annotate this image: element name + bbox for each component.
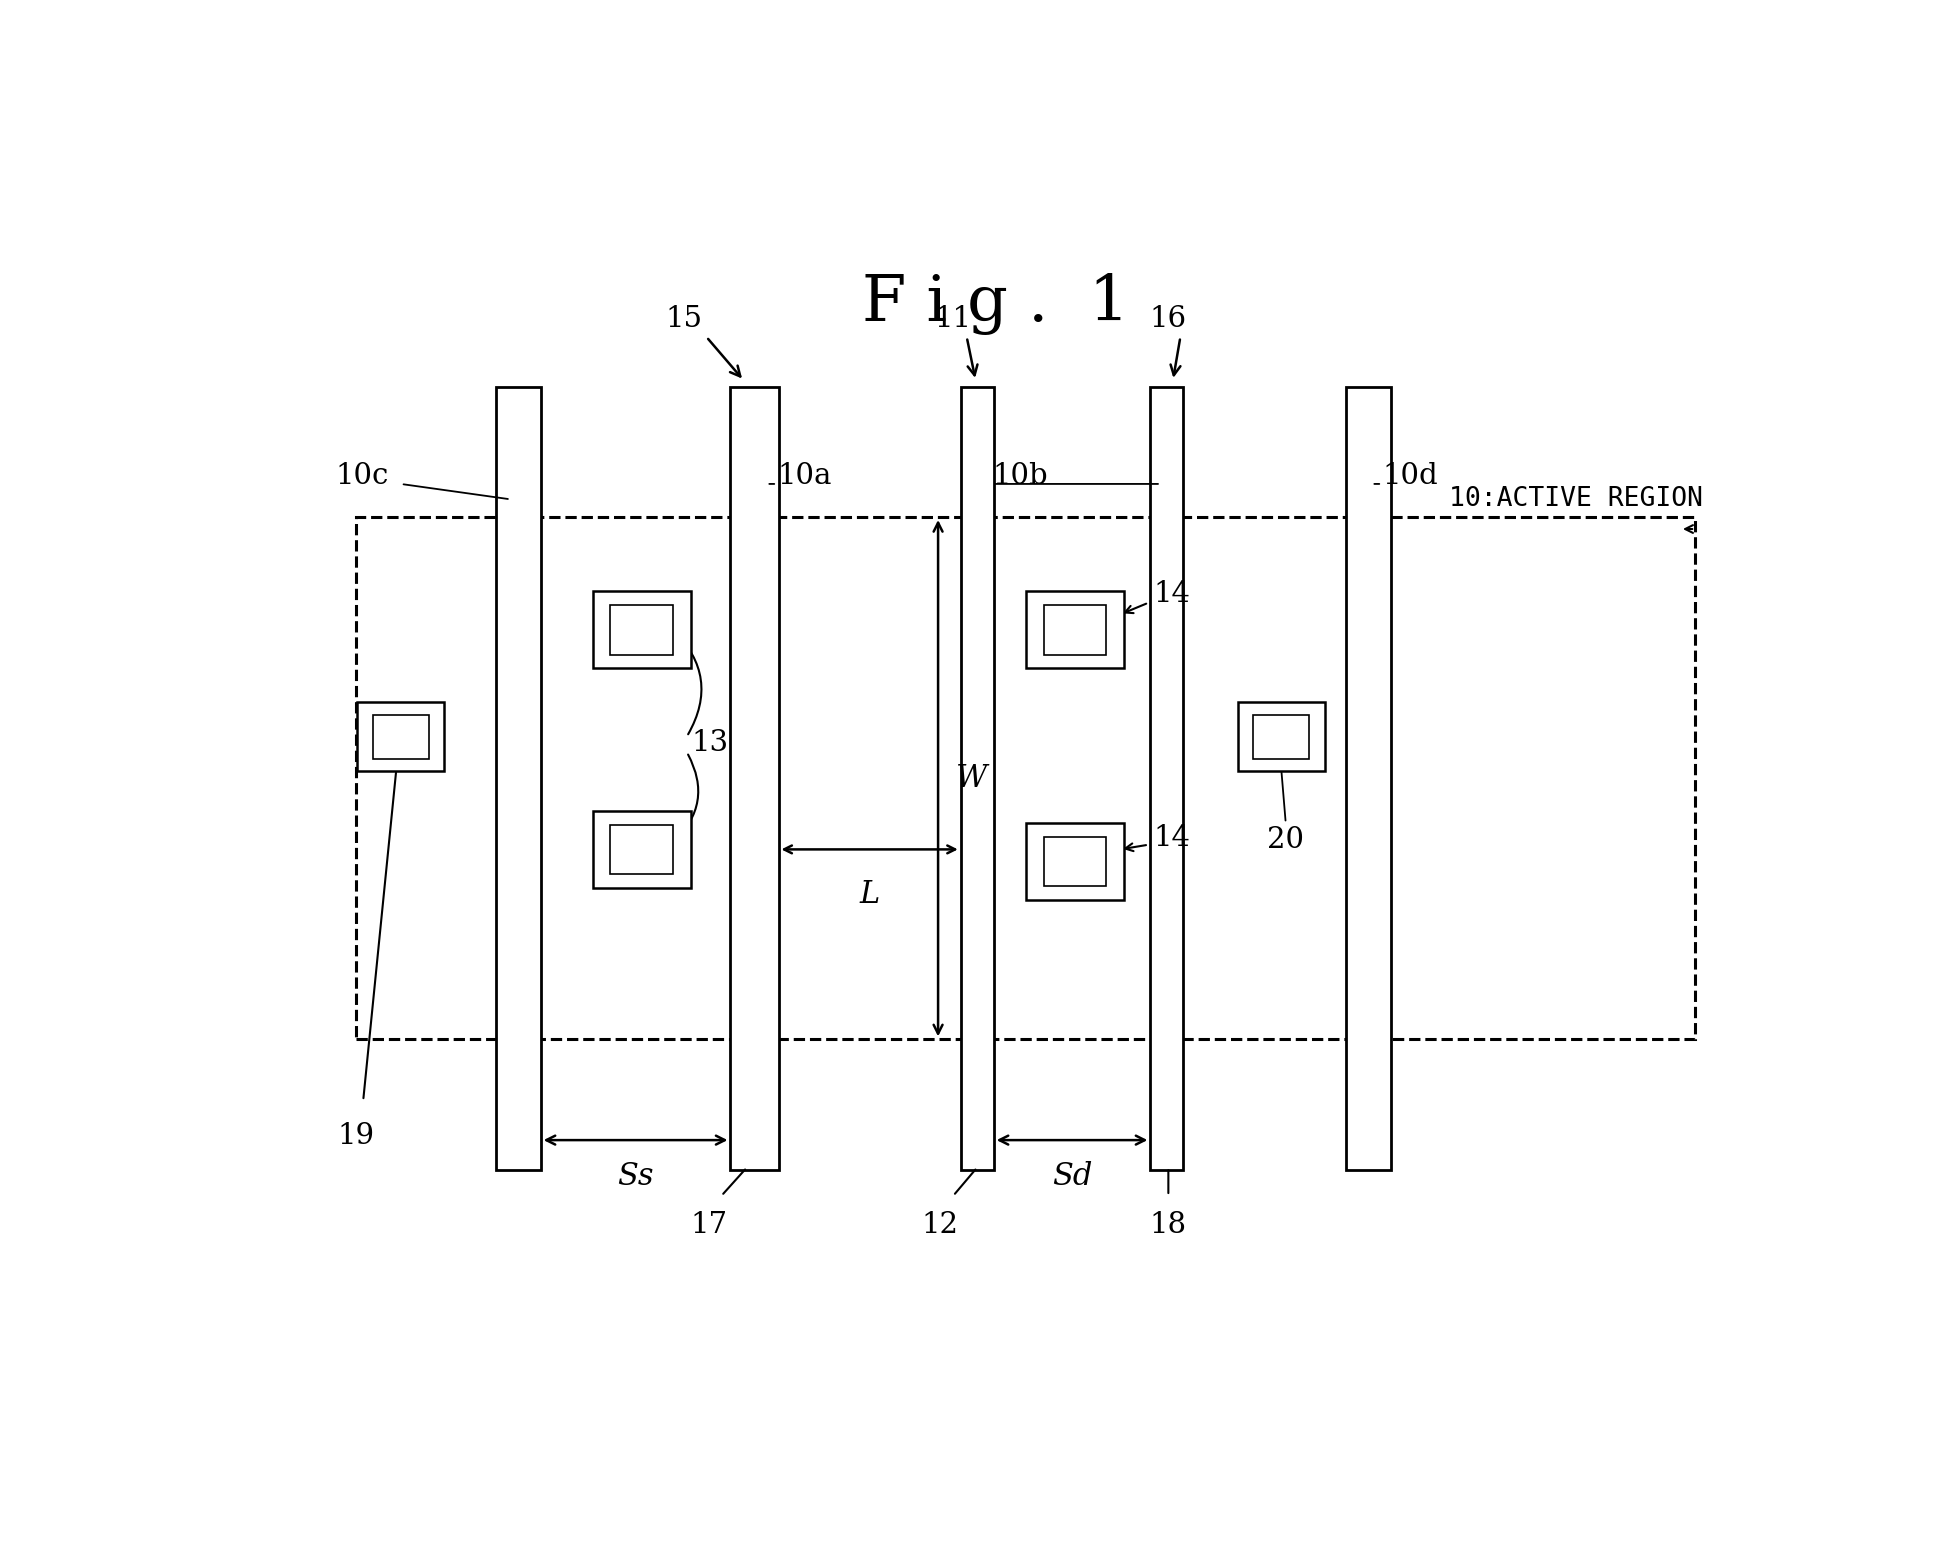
Text: W: W — [955, 763, 988, 794]
Text: Sd: Sd — [1053, 1162, 1091, 1193]
Text: 16: 16 — [1150, 305, 1187, 333]
Bar — [1253, 715, 1309, 758]
Bar — [1043, 606, 1107, 655]
Bar — [1043, 837, 1107, 886]
Bar — [730, 387, 779, 1170]
Bar — [592, 811, 691, 888]
Text: 13: 13 — [691, 729, 728, 757]
Bar — [357, 703, 445, 770]
Text: 10:ACTIVE REGION: 10:ACTIVE REGION — [1449, 487, 1703, 512]
Text: 19: 19 — [338, 1122, 375, 1150]
Bar — [592, 592, 691, 669]
Text: 17: 17 — [691, 1211, 728, 1239]
Bar — [1025, 592, 1124, 669]
Text: 15: 15 — [666, 305, 703, 333]
Text: 18: 18 — [1150, 1211, 1187, 1239]
Text: 10c: 10c — [336, 462, 388, 490]
Text: 10a: 10a — [777, 462, 831, 490]
Bar — [610, 606, 672, 655]
Bar — [961, 387, 994, 1170]
Bar — [355, 518, 1695, 1039]
Text: F i g .  1: F i g . 1 — [862, 273, 1128, 334]
Text: 11: 11 — [934, 305, 971, 333]
Text: L: L — [860, 878, 880, 911]
Bar — [610, 824, 672, 874]
Bar — [1150, 387, 1183, 1170]
Text: 14: 14 — [1154, 581, 1190, 609]
Bar — [1346, 387, 1390, 1170]
Bar — [373, 715, 429, 758]
Text: Ss: Ss — [618, 1162, 654, 1193]
Text: 10b: 10b — [992, 462, 1049, 490]
Text: 12: 12 — [921, 1211, 957, 1239]
Bar — [495, 387, 540, 1170]
Text: 14: 14 — [1154, 823, 1190, 852]
Text: 20: 20 — [1268, 826, 1305, 854]
Text: 10d: 10d — [1383, 462, 1437, 490]
Bar — [1025, 823, 1124, 900]
Bar — [1237, 703, 1324, 770]
